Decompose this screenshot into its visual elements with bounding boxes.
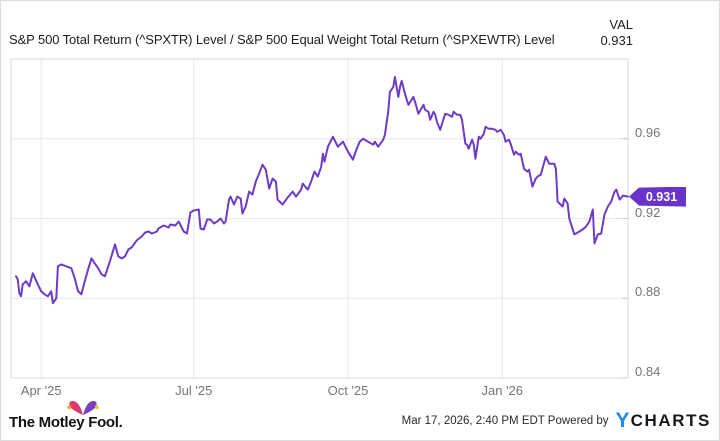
ycharts-y-icon: Y: [615, 409, 630, 432]
ycharts-logo: Y CHARTS: [615, 409, 711, 432]
y-axis-label: 0.84: [635, 364, 661, 379]
value-column: VAL 0.931: [600, 17, 633, 48]
x-axis-label: Oct '25: [327, 383, 369, 398]
ycharts-wordmark: CHARTS: [630, 411, 711, 430]
val-current-value: 0.931: [600, 33, 633, 48]
motley-fool-wordmark: The Motley Fool.: [9, 414, 123, 431]
x-axis-label: Jul '25: [175, 383, 213, 398]
attribution: Mar 17, 2026, 2:40 PM EDT Powered by Y C…: [402, 408, 711, 434]
val-column-header: VAL: [609, 17, 633, 32]
timestamp-powered-by: Mar 17, 2026, 2:40 PM EDT Powered by: [401, 415, 609, 427]
y-axis-label: 0.92: [635, 204, 661, 220]
y-axis-label: 0.88: [635, 284, 661, 300]
y-axis-label: 0.96: [635, 124, 661, 140]
motley-fool-jester-hat-icon: [67, 400, 99, 415]
motley-fool-logo: The Motley Fool.: [9, 399, 139, 435]
last-value-tag: 0.931: [629, 187, 686, 207]
chart-title: S&P 500 Total Return (^SPXTR) Level / S&…: [9, 32, 555, 47]
x-axis-label: Apr '25: [20, 383, 62, 398]
x-axis-label: Jan '26: [481, 383, 524, 398]
